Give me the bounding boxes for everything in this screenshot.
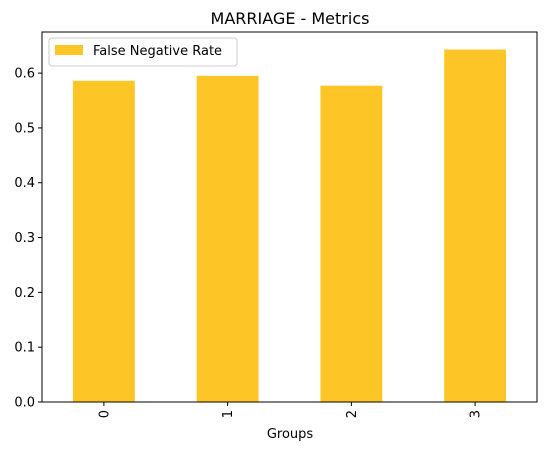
y-tick-label: 0.1 [14, 341, 35, 356]
y-axis: 0.0 0.1 0.2 0.3 0.4 0.5 0.6 [14, 67, 42, 411]
legend-box [48, 37, 238, 67]
y-tick-label: 0.4 [14, 176, 35, 191]
legend: False Negative Rate [48, 37, 238, 67]
bar-group-3 [444, 49, 507, 402]
y-tick-label: 0.5 [14, 121, 35, 136]
y-tick-label: 0.0 [14, 396, 35, 411]
x-tick-label: 0 [97, 410, 112, 418]
bar-group-1 [196, 75, 259, 402]
legend-label: False Negative Rate [93, 44, 222, 59]
bar-group-2 [320, 85, 383, 403]
x-tick-label: 3 [469, 410, 484, 418]
x-tick-label: 2 [345, 410, 360, 418]
axes-frame [41, 31, 538, 403]
x-tick-label: 1 [221, 410, 236, 418]
y-tick-label: 0.3 [14, 231, 35, 246]
plot-area [72, 49, 507, 403]
legend-swatch [55, 45, 83, 55]
x-axis: 0 1 2 3 [97, 402, 484, 418]
x-axis-label: Groups [267, 427, 314, 442]
y-tick-label: 0.6 [14, 67, 35, 82]
y-tick-label: 0.2 [14, 286, 35, 301]
bar-group-0 [72, 80, 135, 402]
chart-title: MARRIAGE - Metrics [211, 9, 370, 28]
